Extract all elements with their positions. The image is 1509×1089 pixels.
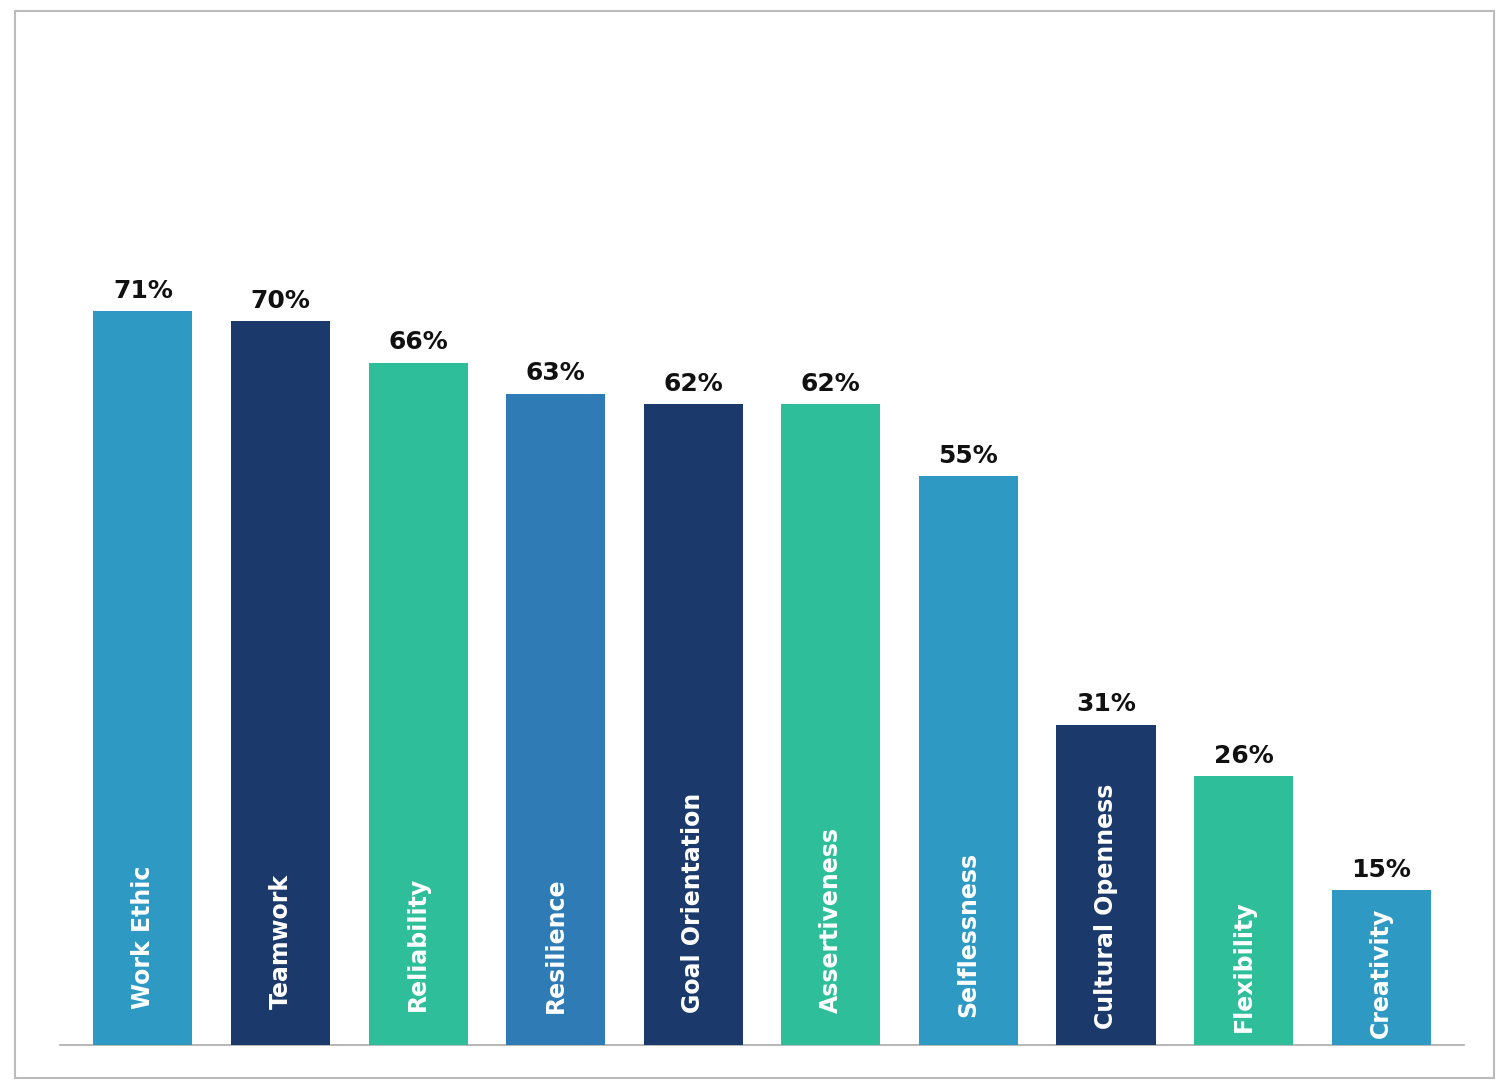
Text: Assertiveness: Assertiveness	[819, 828, 844, 1014]
Text: 63%: 63%	[525, 362, 585, 386]
Bar	[782, 404, 880, 1045]
Bar	[506, 393, 605, 1045]
Text: 26%: 26%	[1213, 744, 1274, 768]
Bar	[231, 321, 330, 1045]
Bar	[1331, 891, 1431, 1045]
Text: Teamwork: Teamwork	[269, 874, 293, 1010]
Text: Figure 1. Percentage of HR directors reporting that U.S. military veterans: Figure 1. Percentage of HR directors rep…	[89, 57, 1043, 79]
Bar	[1056, 725, 1156, 1045]
Bar	[644, 404, 742, 1045]
Text: 62%: 62%	[664, 371, 723, 395]
Text: Selflessness: Selflessness	[957, 852, 981, 1017]
Text: Creativity: Creativity	[1369, 907, 1393, 1038]
Text: 71%: 71%	[113, 279, 174, 303]
Bar	[919, 477, 1019, 1045]
Text: Work Ethic: Work Ethic	[131, 866, 155, 1008]
Text: perform better than civilians in 10 specific skills: perform better than civilians in 10 spec…	[89, 119, 714, 142]
Bar	[368, 363, 468, 1045]
Text: 15%: 15%	[1351, 858, 1411, 882]
Text: 62%: 62%	[801, 371, 860, 395]
Text: 31%: 31%	[1076, 693, 1136, 717]
Text: 70%: 70%	[250, 289, 311, 313]
Text: Goal Orientation: Goal Orientation	[681, 793, 705, 1014]
Text: 55%: 55%	[939, 444, 999, 468]
Text: Reliability: Reliability	[406, 877, 430, 1012]
Text: Resilience: Resilience	[543, 878, 567, 1013]
Bar	[94, 311, 193, 1045]
Bar	[1194, 776, 1293, 1045]
Text: 66%: 66%	[388, 330, 448, 354]
Text: Flexibility: Flexibility	[1231, 901, 1255, 1032]
Text: Cultural Openness: Cultural Openness	[1094, 784, 1118, 1029]
